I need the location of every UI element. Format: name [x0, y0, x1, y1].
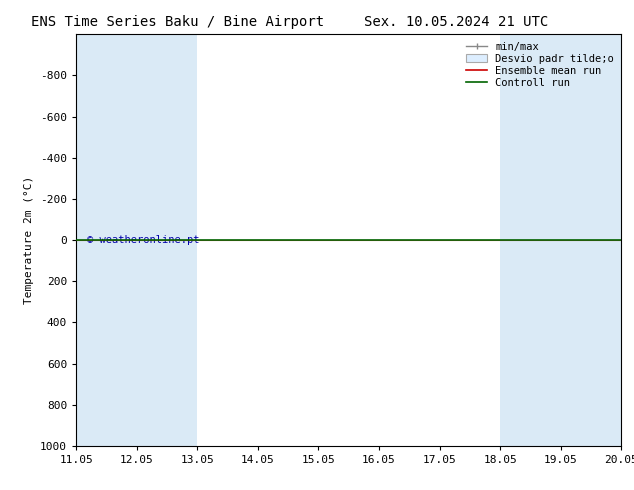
Text: ENS Time Series Baku / Bine Airport: ENS Time Series Baku / Bine Airport — [31, 15, 324, 29]
Bar — [76, 34, 137, 446]
Bar — [560, 34, 621, 446]
Text: Sex. 10.05.2024 21 UTC: Sex. 10.05.2024 21 UTC — [365, 15, 548, 29]
Text: © weatheronline.pt: © weatheronline.pt — [87, 235, 200, 245]
Bar — [137, 34, 197, 446]
Bar — [500, 34, 560, 446]
Legend: min/max, Desvio padr tilde;o, Ensemble mean run, Controll run: min/max, Desvio padr tilde;o, Ensemble m… — [464, 40, 616, 90]
Y-axis label: Temperature 2m (°C): Temperature 2m (°C) — [25, 176, 34, 304]
